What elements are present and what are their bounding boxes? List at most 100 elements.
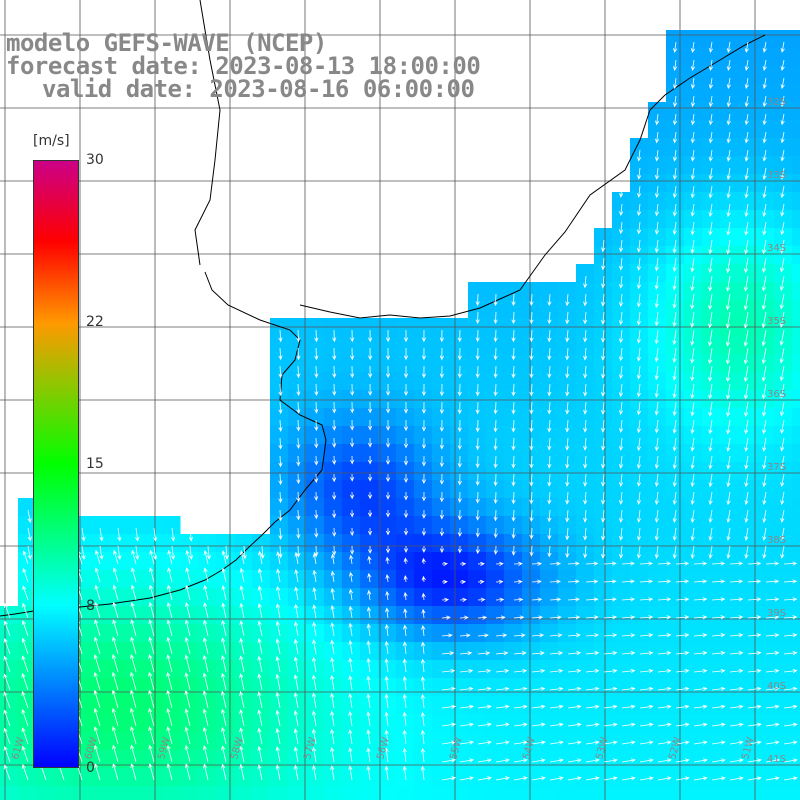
wind-vector (672, 221, 677, 236)
wind-speed-cell (738, 300, 757, 319)
wind-vector (421, 624, 426, 637)
wind-vector (708, 401, 713, 417)
wind-speed-cell (396, 624, 415, 643)
wind-vector (203, 763, 209, 781)
wind-vector (654, 347, 659, 363)
wind-vector (675, 740, 690, 745)
wind-speed-cell (756, 300, 775, 319)
wind-vector (708, 545, 713, 559)
wind-speed-cell (288, 534, 307, 553)
wind-vector (93, 726, 101, 745)
wind-vector (348, 675, 353, 691)
wind-vector (221, 763, 227, 781)
wind-vector (744, 41, 749, 53)
wind-vector (743, 329, 749, 347)
wind-vector (672, 545, 677, 560)
wind-speed-cell (684, 300, 703, 319)
wind-vector (117, 545, 122, 561)
wind-vector (475, 365, 480, 379)
wind-vector (780, 113, 785, 126)
wind-vector (601, 545, 606, 559)
wind-speed-cell (450, 588, 469, 607)
wind-vector (601, 527, 606, 541)
wind-vector (726, 545, 731, 560)
wind-speed-cell (522, 624, 541, 643)
wind-vector (477, 668, 492, 674)
wind-vector (148, 744, 155, 763)
wind-vector (385, 556, 390, 565)
wind-speed-cell (486, 498, 505, 517)
wind-speed-cell (522, 642, 541, 661)
wind-speed-cell (558, 714, 577, 733)
wind-vector (475, 401, 480, 415)
wind-vector (513, 740, 528, 745)
wind-vector (511, 545, 516, 556)
wind-speed-cell (684, 84, 703, 103)
wind-speed-cell (288, 336, 307, 355)
wind-vector (21, 620, 29, 637)
wind-vector (167, 584, 173, 601)
wind-vector (366, 675, 371, 691)
wind-vector (185, 584, 191, 601)
wind-speed-cell (396, 390, 415, 409)
wind-speed-cell (432, 534, 451, 553)
wind-vector (421, 527, 427, 537)
wind-vector (636, 203, 642, 217)
wind-speed-cell (504, 768, 523, 787)
wind-vector (654, 365, 659, 381)
wind-vector (148, 636, 155, 655)
wind-vector (350, 347, 355, 361)
wind-speed-cell (522, 678, 541, 697)
wind-speed-cell (540, 588, 559, 607)
wind-speed-cell (576, 426, 595, 445)
wind-speed-cell (666, 786, 685, 800)
wind-speed-cell (684, 66, 703, 85)
wind-vector (531, 651, 545, 656)
wind-speed-cell (702, 516, 721, 535)
wind-vector (459, 561, 467, 566)
wind-speed-cell (342, 372, 361, 391)
wind-speed-cell (648, 732, 667, 751)
wind-vector (511, 437, 516, 451)
wind-vector (729, 740, 744, 745)
wind-speed-cell (360, 426, 379, 445)
wind-speed-cell (504, 552, 523, 571)
wind-speed-cell (792, 84, 800, 103)
wind-vector (780, 491, 785, 506)
wind-speed-cell (738, 516, 757, 535)
wind-speed-cell (702, 66, 721, 85)
wind-vector (583, 401, 588, 415)
wind-vector (493, 401, 498, 415)
wind-speed-cell (504, 300, 523, 319)
wind-vector (619, 221, 624, 235)
wind-speed-cell (756, 390, 775, 409)
wind-speed-cell (648, 264, 667, 283)
wind-vector (221, 708, 227, 727)
wind-speed-cell (270, 426, 289, 445)
wind-vector (439, 401, 444, 415)
wind-speed-cell (720, 426, 739, 445)
wind-speed-cell (648, 534, 667, 553)
wind-vector (314, 491, 319, 502)
wind-vector (184, 744, 191, 763)
wind-vector (672, 203, 677, 217)
wind-speed-cell (414, 462, 433, 481)
wind-speed-cell (720, 84, 739, 103)
wind-vector (783, 633, 798, 638)
wind-vector (348, 622, 353, 637)
wind-vector (779, 347, 785, 364)
wind-speed-cell (450, 336, 469, 355)
wind-speed-cell (522, 354, 541, 373)
wind-vector (762, 509, 767, 524)
wind-vector (293, 692, 299, 709)
wind-vector (585, 597, 599, 602)
wind-vector (457, 545, 462, 554)
wind-vector (549, 758, 564, 763)
wind-vector (332, 455, 337, 465)
wind-vector (618, 419, 624, 433)
wind-vector (242, 545, 247, 560)
wind-speed-cell (360, 444, 379, 463)
wind-speed-cell (720, 228, 739, 247)
wind-vector (654, 473, 659, 488)
wind-speed-cell (378, 372, 397, 391)
